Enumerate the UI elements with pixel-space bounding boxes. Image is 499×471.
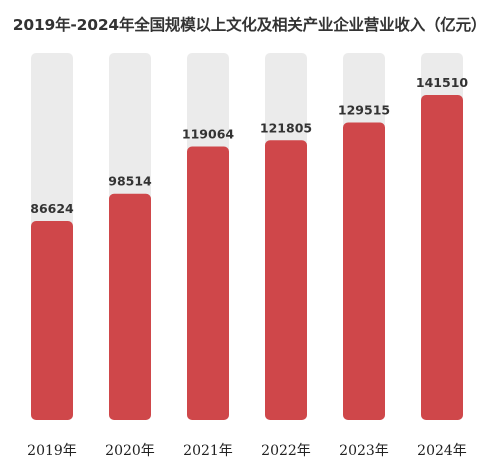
x-tick-label: 2023年 bbox=[339, 443, 389, 459]
bar-2019年 bbox=[31, 221, 73, 420]
bar-2021年 bbox=[187, 146, 229, 420]
data-label: 141510 bbox=[416, 75, 468, 90]
x-tick-label: 2022年 bbox=[261, 443, 311, 459]
x-tick-label: 2021年 bbox=[183, 443, 233, 459]
x-tick-label: 2019年 bbox=[27, 443, 77, 459]
chart-title: 2019年-2024年全国规模以上文化及相关产业企业营业收入（亿元） bbox=[12, 16, 487, 34]
bar-2024年 bbox=[421, 95, 463, 420]
data-label: 129515 bbox=[338, 103, 390, 118]
bar-2023年 bbox=[343, 122, 385, 421]
data-label: 86624 bbox=[30, 201, 74, 216]
x-tick-label: 2020年 bbox=[105, 443, 155, 459]
bar-2022年 bbox=[265, 140, 307, 421]
data-label: 98514 bbox=[108, 174, 152, 189]
data-label: 121805 bbox=[260, 120, 312, 135]
data-label: 119064 bbox=[182, 127, 234, 142]
bar-2020年 bbox=[109, 193, 151, 420]
x-tick-label: 2024年 bbox=[417, 443, 467, 459]
